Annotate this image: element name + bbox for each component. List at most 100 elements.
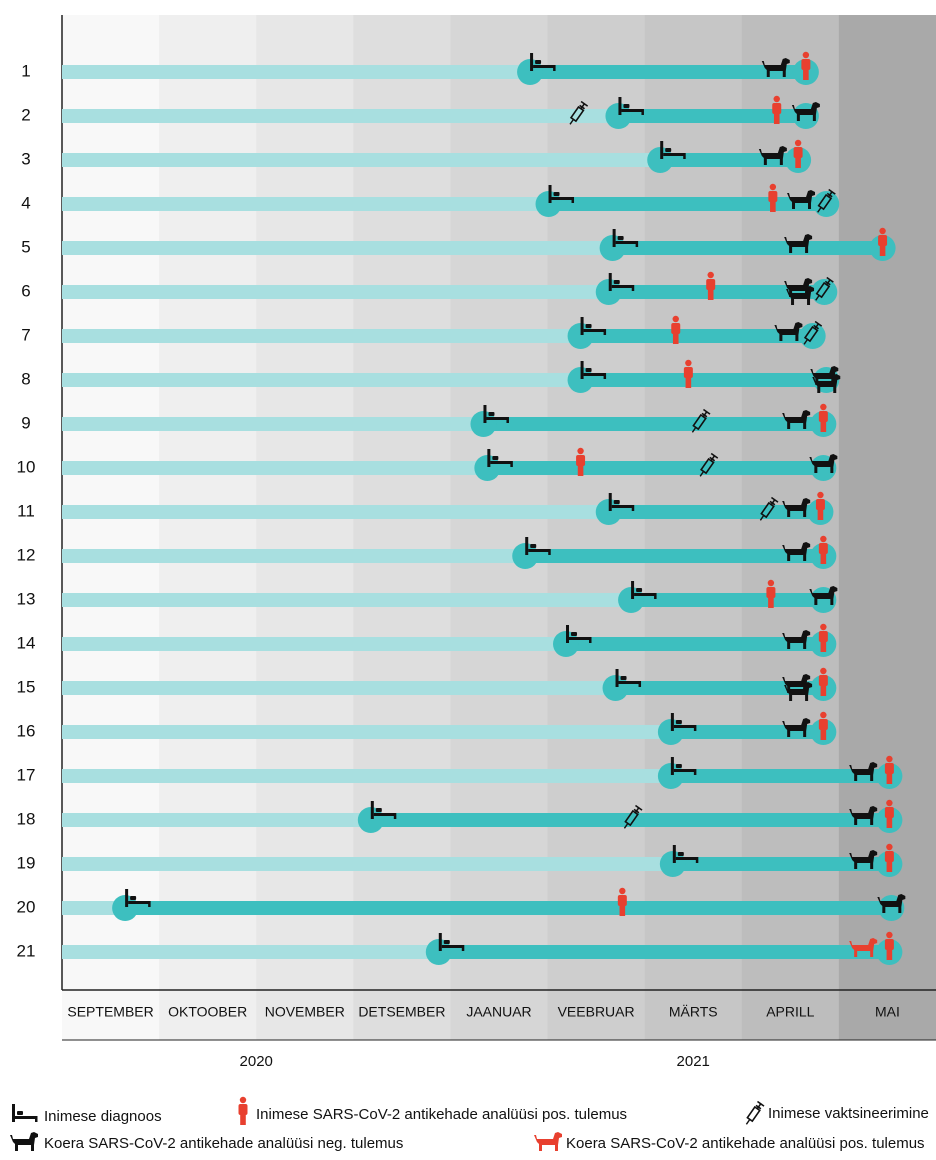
bar: [370, 813, 890, 827]
bed-part: [636, 588, 643, 592]
bar-before: [62, 197, 549, 211]
human_pos-icon: [768, 183, 778, 212]
syringe-part: [745, 1118, 751, 1125]
bed-part: [530, 53, 534, 71]
diagnosis-icon: [525, 537, 551, 555]
syringe-part: [580, 103, 586, 110]
syringe: [815, 276, 834, 301]
bar: [530, 65, 806, 79]
bed-part: [617, 236, 624, 240]
diagnosis-icon: [670, 757, 697, 775]
syringe-part: [702, 408, 711, 415]
bed-part: [695, 857, 699, 863]
syringe-part: [756, 1103, 762, 1110]
diagnosis-icon: [672, 845, 699, 863]
human_pos-icon: [671, 315, 681, 344]
bed-part: [693, 769, 697, 775]
bed-part: [571, 197, 575, 203]
syringe-part: [710, 455, 716, 462]
bed-part: [375, 808, 382, 812]
person-part: [767, 579, 775, 587]
dog_neg-icon: [774, 322, 803, 341]
dog-part: [534, 1132, 562, 1151]
bed-part: [533, 65, 556, 68]
person-part: [817, 509, 824, 520]
vaccine-icon: [817, 188, 836, 213]
person-part: [884, 763, 894, 774]
dog-part: [10, 1132, 38, 1151]
person-part: [817, 491, 824, 499]
bed-part: [487, 449, 491, 467]
person-part: [820, 729, 827, 740]
bed-part: [583, 329, 606, 332]
syringe: [699, 452, 719, 477]
syringe-part: [770, 496, 779, 503]
dog_neg-icon: [849, 806, 878, 825]
human_pos-icon: [818, 403, 828, 432]
bed-part: [663, 153, 686, 156]
bed-part: [612, 229, 616, 247]
row-label: 2: [21, 105, 30, 124]
syringe-part: [580, 100, 589, 107]
bar-before: [62, 373, 581, 387]
diagnosis-icon: [608, 493, 635, 511]
bed-part: [580, 317, 584, 335]
bed-part: [618, 97, 622, 115]
dog_neg-icon: [791, 102, 820, 121]
syringe-part: [699, 470, 705, 477]
bar-before: [62, 637, 567, 651]
bed-part: [660, 141, 664, 159]
bed-part: [608, 273, 612, 291]
person-part: [820, 667, 827, 675]
person-part: [672, 333, 679, 344]
bar-before: [62, 945, 439, 959]
person-part: [772, 103, 782, 114]
bed-part: [603, 373, 607, 379]
year-label: 2020: [240, 1053, 273, 1070]
month-column: [838, 15, 936, 1040]
bar: [631, 593, 824, 607]
person-part: [794, 139, 802, 147]
dog_neg-icon: [10, 1132, 38, 1151]
bed-part: [580, 361, 584, 379]
person-part: [619, 905, 626, 916]
month-column: [450, 15, 549, 1040]
dog-part: [812, 374, 841, 393]
dog_neg-icon: [812, 374, 841, 393]
bed-part: [488, 412, 495, 416]
dog_neg-icon: [782, 718, 811, 737]
dog_neg-icon: [877, 894, 906, 913]
bed-part: [634, 593, 657, 596]
person-part: [820, 553, 827, 564]
bar: [580, 329, 813, 343]
vaccine-icon: [623, 804, 643, 829]
month-column: [547, 15, 646, 1040]
human_pos-icon: [576, 447, 586, 476]
bar: [608, 285, 825, 299]
bed-part: [672, 845, 676, 863]
syringe: [691, 408, 711, 433]
bed-part: [675, 720, 682, 724]
row-label: 4: [21, 193, 30, 212]
bed-part: [585, 368, 592, 372]
bed-part: [665, 148, 672, 152]
row-label: 1: [21, 61, 30, 80]
vaccine-icon: [699, 452, 719, 477]
person-part: [685, 377, 692, 388]
person-part: [671, 323, 681, 334]
human_pos-icon: [766, 579, 776, 608]
dog_neg-icon: [809, 586, 838, 605]
syringe-part: [635, 804, 643, 811]
dog-part: [849, 938, 878, 957]
syringe-part: [813, 324, 820, 330]
person-part: [818, 543, 828, 554]
bed-part: [530, 544, 537, 548]
person-part: [886, 773, 893, 784]
bed-part: [571, 632, 578, 636]
month-column: [256, 15, 354, 1040]
syringe-part: [702, 411, 708, 418]
diagnosis-icon: [580, 317, 607, 335]
dog_neg-icon: [782, 410, 811, 429]
syringe-part: [815, 294, 820, 301]
bar: [618, 109, 806, 123]
